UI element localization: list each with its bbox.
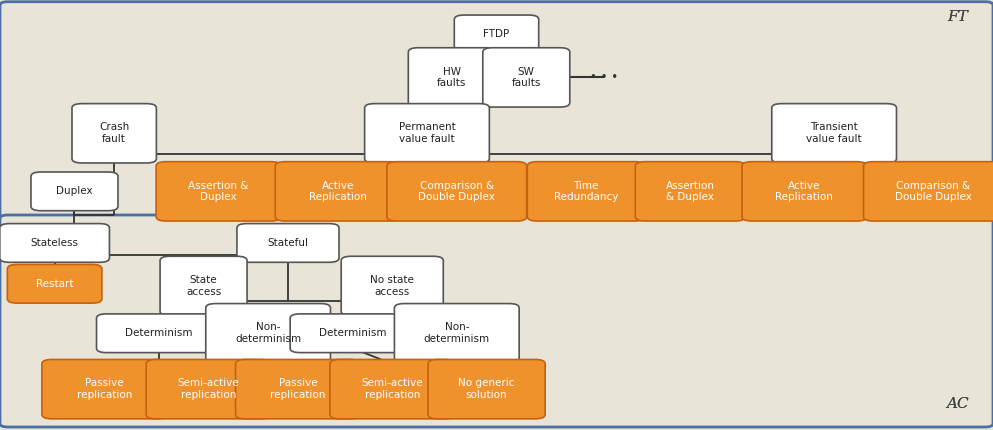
Text: Passive
replication: Passive replication [76,378,132,400]
FancyBboxPatch shape [342,256,443,316]
Text: Determinism: Determinism [125,328,193,338]
FancyBboxPatch shape [42,359,167,419]
Text: Stateful: Stateful [267,238,309,248]
Text: No generic
solution: No generic solution [459,378,514,400]
FancyBboxPatch shape [275,162,400,221]
Text: HW
faults: HW faults [437,67,467,88]
Text: Time
Redundancy: Time Redundancy [554,181,618,202]
Text: Passive
replication: Passive replication [270,378,326,400]
FancyBboxPatch shape [428,359,545,419]
FancyBboxPatch shape [156,162,281,221]
FancyBboxPatch shape [864,162,993,221]
FancyBboxPatch shape [7,264,102,303]
Text: FT: FT [947,10,967,24]
FancyBboxPatch shape [237,224,339,262]
Text: Duplex: Duplex [57,186,92,197]
Text: Comparison &
Double Duplex: Comparison & Double Duplex [418,181,496,202]
FancyBboxPatch shape [206,304,331,363]
Text: Assertion &
Duplex: Assertion & Duplex [189,181,248,202]
Text: Permanent
value fault: Permanent value fault [398,123,456,144]
Text: Assertion
& Duplex: Assertion & Duplex [665,181,715,202]
Text: Active
Replication: Active Replication [309,181,366,202]
Text: Comparison &
Double Duplex: Comparison & Double Duplex [895,181,972,202]
Text: FTDP: FTDP [484,29,509,40]
Text: State
access: State access [186,275,221,297]
FancyBboxPatch shape [527,162,644,221]
Text: • • •: • • • [591,71,619,84]
FancyBboxPatch shape [31,172,118,211]
FancyBboxPatch shape [72,104,157,163]
FancyBboxPatch shape [235,359,360,419]
Text: Non-
determinism: Non- determinism [235,322,301,344]
Text: FT: FT [947,10,967,24]
FancyBboxPatch shape [636,162,745,221]
Text: Transient
value fault: Transient value fault [806,123,862,144]
Text: Active
Replication: Active Replication [776,181,833,202]
FancyBboxPatch shape [394,304,519,363]
Text: Restart: Restart [36,279,73,289]
Text: Semi-active
replication: Semi-active replication [178,378,239,400]
FancyBboxPatch shape [146,359,271,419]
FancyBboxPatch shape [742,162,867,221]
FancyBboxPatch shape [96,314,221,353]
Text: AC: AC [946,397,968,411]
Text: Non-
determinism: Non- determinism [424,322,490,344]
Text: No state
access: No state access [370,275,414,297]
Text: Semi-active
replication: Semi-active replication [361,378,423,400]
FancyBboxPatch shape [455,15,538,54]
Text: Determinism: Determinism [319,328,386,338]
FancyBboxPatch shape [160,256,247,316]
FancyBboxPatch shape [290,314,415,353]
FancyBboxPatch shape [387,162,526,221]
FancyBboxPatch shape [0,215,993,427]
FancyBboxPatch shape [0,2,993,223]
Text: AC: AC [946,397,968,411]
FancyBboxPatch shape [408,48,496,107]
FancyBboxPatch shape [330,359,455,419]
Text: SW
faults: SW faults [511,67,541,88]
Text: Stateless: Stateless [31,238,78,248]
FancyBboxPatch shape [0,224,109,262]
FancyBboxPatch shape [483,48,570,107]
FancyBboxPatch shape [772,104,897,163]
FancyBboxPatch shape [364,104,490,163]
Text: Crash
fault: Crash fault [99,123,129,144]
